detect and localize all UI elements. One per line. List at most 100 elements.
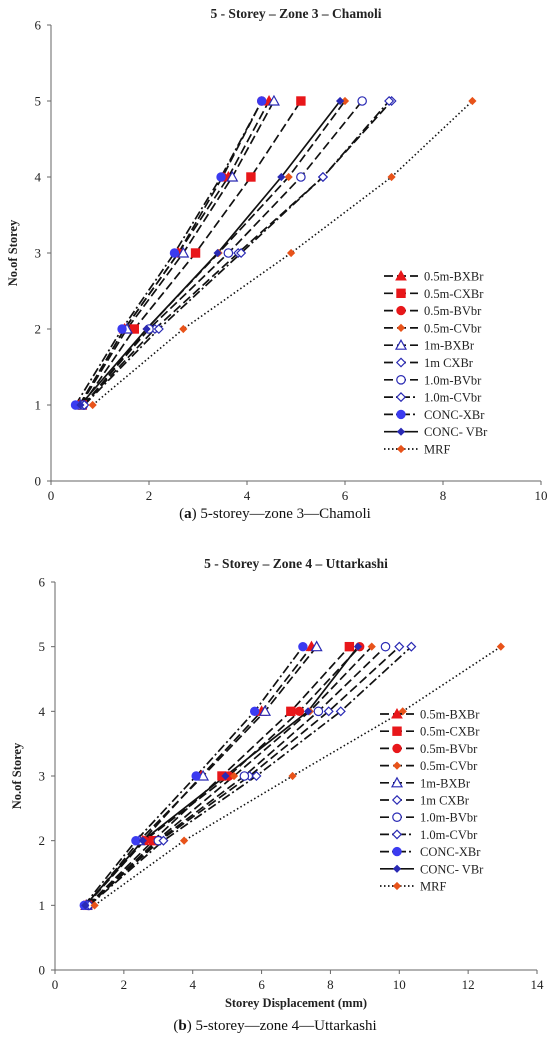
data-point — [294, 706, 305, 717]
x-tick-label: 2 — [121, 977, 128, 992]
legend-label-2: 0.5m-CXBr — [420, 725, 480, 739]
y-tick-label: 0 — [35, 474, 42, 489]
caption-zone4: (b) 5-storey—zone 4—Uttarkashi — [173, 1018, 377, 1034]
axes: 0 2 4 6 8 10 0 1 2 3 4 5 6 — [35, 18, 548, 501]
legend-label-11: MRF — [420, 880, 446, 894]
data-point — [398, 707, 407, 716]
caption-text-a: 5-storey—zone 3—Chamoli — [200, 506, 371, 522]
legend-label-7: 1.0m-BVbr — [420, 811, 478, 825]
legend-marker-3 — [396, 305, 406, 316]
data-point — [296, 96, 306, 106]
legend-marker-1 — [395, 269, 407, 281]
x-tick-label: 6 — [258, 977, 265, 992]
legend-marker-8 — [395, 392, 407, 403]
data-point — [169, 248, 180, 258]
series-line-6 — [88, 646, 400, 906]
data-point — [88, 400, 97, 410]
data-point — [142, 324, 151, 334]
series-markers-8 — [84, 641, 417, 911]
y-tick-label: 5 — [35, 94, 42, 109]
data-point — [384, 95, 395, 107]
data-point — [380, 641, 391, 652]
series-line-11 — [92, 100, 473, 406]
y-tick-label: 6 — [39, 575, 46, 590]
data-point — [81, 901, 90, 910]
legend-label-9: CONC-XBr — [420, 845, 481, 859]
data-point — [76, 400, 85, 410]
legend-marker-4 — [392, 761, 402, 770]
data-point — [288, 771, 297, 781]
x-tick-label: 2 — [146, 488, 153, 500]
x-tick-label: 10 — [393, 977, 406, 992]
legend-label-3: 0.5m-BVbr — [424, 304, 482, 318]
y-axis-label: No.of Storey — [10, 742, 24, 809]
y-tick-label: 0 — [39, 963, 46, 978]
chart-zone3-chamoli: 5 - Storey – Zone 3 – Chamoli 0 2 4 6 8 10 0 1 2 3… — [6, 6, 548, 501]
caption-letter-a: a — [184, 506, 192, 522]
caption-text-b: 5-storey—zone 4—Uttarkashi — [195, 1018, 377, 1034]
data-point — [323, 706, 334, 717]
x-axis-label: Storey Displacement (mm) — [225, 996, 367, 1010]
legend-marker-2 — [392, 726, 402, 736]
data-point — [367, 642, 376, 651]
series-markers-10 — [81, 642, 363, 910]
legend-marker-9 — [392, 846, 402, 857]
y-tick-label: 4 — [35, 170, 42, 185]
x-tick-label: 0 — [48, 488, 55, 500]
data-point — [223, 248, 234, 258]
data-point — [394, 641, 405, 652]
legend-marker-6 — [391, 794, 403, 806]
data-point — [257, 96, 267, 106]
data-point — [239, 771, 250, 781]
x-tick-label: 10 — [535, 488, 548, 500]
data-point — [177, 246, 190, 258]
data-point — [258, 705, 272, 716]
data-point — [191, 771, 201, 781]
data-point — [296, 172, 306, 182]
legend-marker-1 — [391, 707, 403, 719]
legend-label-3: 0.5m-BVbr — [420, 742, 478, 756]
legend-marker-4 — [396, 323, 406, 333]
legend-marker-11 — [396, 444, 406, 454]
data-point — [344, 641, 355, 652]
legend-label-6: 1m CXBr — [420, 794, 470, 808]
x-tick-label: 0 — [52, 977, 59, 992]
series-line-10 — [79, 100, 341, 406]
data-point — [90, 901, 99, 910]
caption-letter-b: b — [178, 1018, 187, 1034]
legend-label-8: 1.0m-CVbr — [424, 391, 482, 405]
data-point — [317, 171, 328, 183]
data-point — [496, 642, 505, 651]
series-line-7 — [82, 100, 363, 406]
chart-title: 5 - Storey – Zone 3 – Chamoli — [210, 6, 381, 21]
data-point — [284, 172, 293, 182]
legend: 0.5m-BXBr 0.5m-CXBr 0.5m-BVbr 0.5m-CVbr 1m-B… — [380, 708, 484, 894]
x-tick-label: 8 — [440, 488, 447, 500]
plot-area — [79, 640, 505, 911]
data-point — [313, 706, 324, 717]
x-tick-label: 12 — [462, 977, 475, 992]
y-tick-label: 2 — [39, 833, 46, 848]
data-point — [138, 836, 147, 845]
legend-marker-11 — [392, 881, 402, 891]
data-point — [249, 706, 260, 717]
legend-label-8: 1.0m-CVbr — [420, 828, 478, 842]
legend-label-5: 1m-BXBr — [424, 339, 475, 353]
legend-label-11: MRF — [424, 443, 450, 457]
legend-marker-9 — [396, 409, 406, 420]
legend-marker-5 — [390, 776, 404, 788]
data-point — [357, 96, 367, 106]
data-point — [303, 707, 313, 716]
data-point — [286, 248, 296, 258]
x-tick-label: 14 — [531, 977, 545, 992]
legend: 0.5m-BXBr 0.5m-CXBr 0.5m-BVbr 0.5m-CVbr 1m-B… — [384, 270, 488, 457]
legend-label-1: 0.5m-BXBr — [424, 270, 484, 284]
series-markers-8 — [79, 95, 395, 411]
data-point — [226, 170, 239, 182]
legend-label-9: CONC-XBr — [424, 408, 485, 422]
series-markers-9 — [79, 641, 308, 911]
y-tick-label: 3 — [39, 769, 46, 784]
data-point — [406, 641, 417, 652]
